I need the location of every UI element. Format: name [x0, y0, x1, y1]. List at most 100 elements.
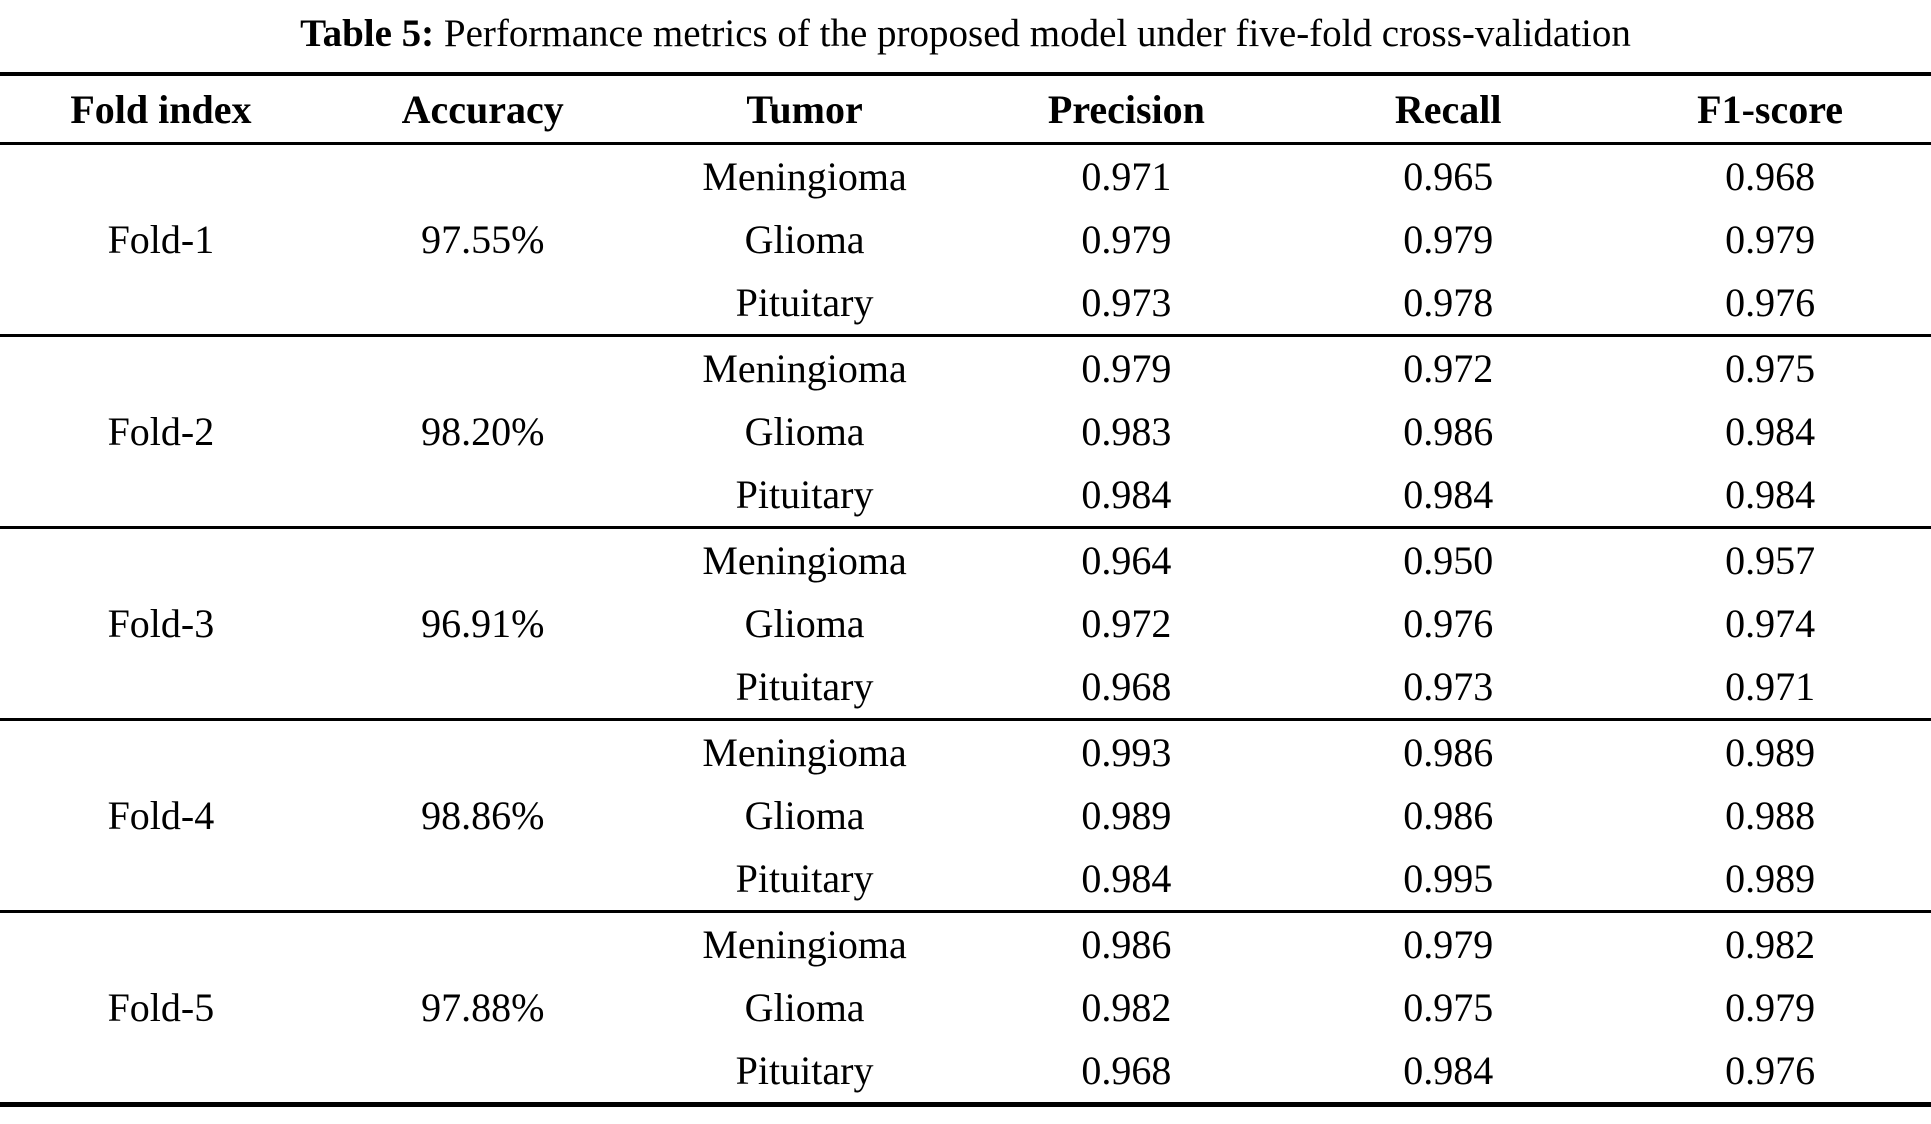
f1-value: 0.984	[1725, 409, 1816, 454]
fold-block: Fold-4 98.86% Meningioma 0.993 0.986 0.989 Gli…	[0, 720, 1931, 912]
column-header-precision: Precision	[1047, 86, 1205, 132]
table-row: Glioma 0.982 0.975 0.979	[0, 976, 1931, 1039]
precision-value: 0.983	[1081, 409, 1172, 454]
fold-label: Fold-5	[107, 985, 215, 1030]
f1-value: 0.968	[1725, 154, 1816, 199]
tumor-label: Meningioma	[702, 730, 907, 775]
f1-value: 0.979	[1725, 985, 1816, 1030]
precision-value: 0.989	[1081, 793, 1172, 838]
column-header-recall: Recall	[1394, 86, 1502, 132]
fold-block: Fold-3 96.91% Meningioma 0.964 0.950 0.957 Gli…	[0, 528, 1931, 720]
tumor-label: Pituitary	[735, 472, 874, 517]
tumor-label: Pituitary	[735, 280, 874, 325]
f1-value: 0.957	[1725, 538, 1816, 583]
fold-block: Fold-5 97.88% Meningioma 0.986 0.979 0.982 Gli…	[0, 912, 1931, 1105]
table-row: Fold-5 97.88% Meningioma 0.986 0.979 0.982	[0, 912, 1931, 1030]
recall-value: 0.975	[1403, 985, 1494, 1030]
table-row: Pituitary 0.973 0.978 0.976	[0, 271, 1931, 336]
recall-value: 0.979	[1403, 922, 1494, 967]
precision-value: 0.984	[1081, 856, 1172, 901]
f1-value: 0.974	[1725, 601, 1816, 646]
precision-value: 0.979	[1081, 217, 1172, 262]
table-row: Glioma 0.979 0.979 0.979	[0, 208, 1931, 271]
recall-value: 0.995	[1403, 856, 1494, 901]
table-row: Pituitary 0.968 0.984 0.976	[0, 1039, 1931, 1105]
recall-value: 0.976	[1403, 601, 1494, 646]
table-row: Fold-2 98.20% Meningioma 0.979 0.972 0.975	[0, 336, 1931, 454]
precision-value: 0.982	[1081, 985, 1172, 1030]
precision-value: 0.986	[1081, 922, 1172, 967]
f1-value: 0.976	[1725, 1048, 1816, 1093]
fold-block: Fold-1 97.55% Meningioma 0.971 0.965 0.968 Gli…	[0, 144, 1931, 336]
recall-value: 0.979	[1403, 217, 1494, 262]
accuracy-value: 96.91%	[421, 601, 545, 646]
table-caption-label: Table 5:	[300, 12, 435, 55]
tumor-label: Pituitary	[735, 856, 874, 901]
tumor-label: Pituitary	[735, 1048, 874, 1093]
precision-value: 0.972	[1081, 601, 1172, 646]
f1-value: 0.984	[1725, 472, 1816, 517]
recall-value: 0.972	[1403, 346, 1494, 391]
recall-value: 0.986	[1403, 793, 1494, 838]
accuracy-value: 97.88%	[421, 985, 545, 1030]
f1-value: 0.976	[1725, 280, 1816, 325]
table-row: Pituitary 0.984 0.995 0.989	[0, 847, 1931, 912]
tumor-label: Glioma	[744, 793, 865, 838]
tumor-label: Meningioma	[702, 922, 907, 967]
accuracy-value: 97.55%	[421, 217, 545, 262]
column-header-tumor: Tumor	[746, 86, 863, 132]
f1-value: 0.982	[1725, 922, 1816, 967]
precision-value: 0.984	[1081, 472, 1172, 517]
recall-value: 0.984	[1403, 472, 1494, 517]
table-row: Fold-4 98.86% Meningioma 0.993 0.986 0.989	[0, 720, 1931, 838]
table-row: Pituitary 0.984 0.984 0.984	[0, 463, 1931, 528]
tumor-label: Pituitary	[735, 664, 874, 709]
precision-value: 0.971	[1081, 154, 1172, 199]
precision-value: 0.964	[1081, 538, 1172, 583]
tumor-label: Meningioma	[702, 538, 907, 583]
f1-value: 0.975	[1725, 346, 1816, 391]
fold-label: Fold-4	[107, 793, 215, 838]
recall-value: 0.950	[1403, 538, 1494, 583]
table-row: Glioma 0.989 0.986 0.988	[0, 784, 1931, 847]
tumor-label: Glioma	[744, 217, 865, 262]
fold-label: Fold-2	[107, 409, 215, 454]
f1-value: 0.989	[1725, 856, 1816, 901]
recall-value: 0.986	[1403, 730, 1494, 775]
precision-value: 0.993	[1081, 730, 1172, 775]
table-header: Fold index Accuracy Tumor Precision Reca…	[0, 74, 1931, 144]
precision-value: 0.968	[1081, 664, 1172, 709]
accuracy-value: 98.86%	[421, 793, 545, 838]
tumor-label: Glioma	[744, 985, 865, 1030]
column-header-f1-score: F1-score	[1697, 86, 1843, 132]
table-caption-text: Performance metrics of the proposed mode…	[434, 12, 1631, 55]
tumor-label: Meningioma	[702, 154, 907, 199]
recall-value: 0.965	[1403, 154, 1494, 199]
recall-value: 0.984	[1403, 1048, 1494, 1093]
column-header-accuracy: Accuracy	[401, 86, 564, 132]
table-caption: Table 5: Performance metrics of the prop…	[0, 0, 1931, 58]
recall-value: 0.978	[1403, 280, 1494, 325]
table-row: Fold-1 97.55% Meningioma 0.971 0.965 0.968	[0, 144, 1931, 262]
table-row: Pituitary 0.968 0.973 0.971	[0, 655, 1931, 720]
tumor-label: Glioma	[744, 601, 865, 646]
column-header-fold-index: Fold index	[70, 86, 252, 132]
table-row: Fold-3 96.91% Meningioma 0.964 0.950 0.957	[0, 528, 1931, 646]
fold-label: Fold-1	[107, 217, 215, 262]
accuracy-value: 98.20%	[421, 409, 545, 454]
precision-value: 0.979	[1081, 346, 1172, 391]
f1-value: 0.971	[1725, 664, 1816, 709]
header-row: Fold index Accuracy Tumor Precision Reca…	[0, 74, 1931, 144]
f1-value: 0.979	[1725, 217, 1816, 262]
precision-value: 0.973	[1081, 280, 1172, 325]
recall-value: 0.986	[1403, 409, 1494, 454]
f1-value: 0.988	[1725, 793, 1816, 838]
table-row: Glioma 0.983 0.986 0.984	[0, 400, 1931, 463]
fold-block: Fold-2 98.20% Meningioma 0.979 0.972 0.975 Gli…	[0, 336, 1931, 528]
tumor-label: Glioma	[744, 409, 865, 454]
table-row: Glioma 0.972 0.976 0.974	[0, 592, 1931, 655]
tumor-label: Meningioma	[702, 346, 907, 391]
performance-table: Fold index Accuracy Tumor Precision Reca…	[0, 72, 1931, 1107]
f1-value: 0.989	[1725, 730, 1816, 775]
